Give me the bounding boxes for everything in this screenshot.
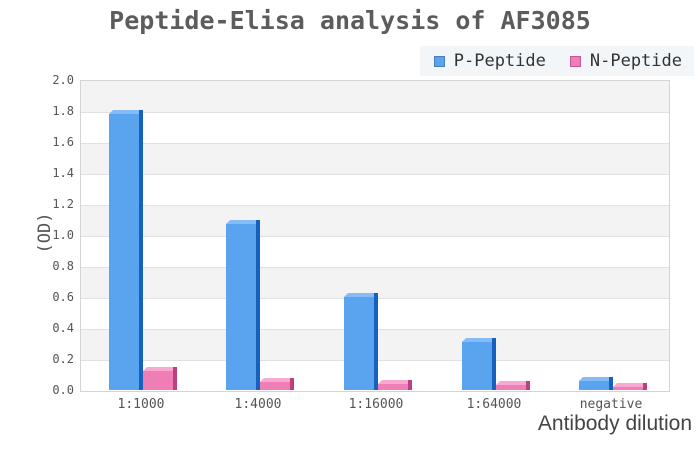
y-tick-label: 1.2: [52, 197, 74, 211]
bar-p-peptide-1:4000: [226, 220, 260, 390]
bar-p-peptide-1:16000-top-face: [344, 293, 378, 297]
y-tick-label: 0.6: [52, 290, 74, 304]
y-tick-label: 2.0: [52, 73, 74, 87]
bar-n-peptide-1:16000: [378, 380, 412, 390]
grid-line: [81, 174, 669, 175]
p-peptide-swatch-icon: [433, 55, 445, 67]
y-tick-label: 1.6: [52, 135, 74, 149]
grid-band: [81, 174, 669, 205]
bar-p-peptide-1:16000: [344, 293, 378, 390]
bar-p-peptide-1:1000-side-face: [139, 110, 143, 390]
y-tick-label: 0.0: [52, 383, 74, 397]
grid-band: [81, 143, 669, 174]
x-axis-title: Antibody dilution: [537, 412, 692, 435]
bar-n-peptide-1:64000-side-face: [526, 381, 530, 390]
bar-p-peptide-1:4000-side-face: [256, 220, 260, 390]
y-tick-label: 0.4: [52, 321, 74, 335]
x-tick-label: 1:64000: [466, 397, 522, 412]
x-tick-label: 1:4000: [234, 397, 282, 412]
legend-item-n-peptide: N-Peptide: [569, 51, 682, 71]
legend-label: N-Peptide: [589, 51, 682, 71]
bar-n-peptide-1:16000-top-face: [378, 380, 412, 384]
grid-band: [81, 205, 669, 236]
legend-item-p-peptide: P-Peptide: [433, 51, 546, 71]
bar-n-peptide-negative: [613, 383, 647, 390]
bar-n-peptide-1:64000-top-face: [496, 381, 530, 385]
bar-p-peptide-negative-top-face: [579, 377, 613, 381]
chart-legend: P-Peptide N-Peptide: [419, 46, 694, 76]
legend-label: P-Peptide: [453, 51, 546, 71]
grid-band: [81, 112, 669, 143]
y-tick-label: 1.8: [52, 104, 74, 118]
grid-line: [81, 267, 669, 268]
bar-p-peptide-1:1000-top-face: [109, 110, 143, 114]
bar-n-peptide-1:16000-side-face: [408, 380, 412, 390]
y-tick-label: 0.8: [52, 259, 74, 273]
grid-band: [81, 236, 669, 267]
bar-n-peptide-1:4000-top-face: [260, 378, 294, 382]
grid-line: [81, 112, 669, 113]
bar-p-peptide-1:64000-top-face: [462, 338, 496, 342]
bar-n-peptide-negative-top-face: [613, 383, 647, 387]
bar-p-peptide-1:16000-side-face: [374, 293, 378, 390]
grid-line: [81, 205, 669, 206]
bar-p-peptide-negative-side-face: [609, 377, 613, 390]
bar-n-peptide-1:1000-top-face: [143, 367, 177, 371]
bar-p-peptide-1:1000: [109, 110, 143, 390]
bar-n-peptide-1:1000-side-face: [173, 367, 177, 390]
grid-line: [81, 143, 669, 144]
bar-p-peptide-1:64000: [462, 338, 496, 390]
x-tick-label: negative: [579, 397, 643, 412]
bar-n-peptide-1:1000: [143, 367, 177, 390]
grid-line: [81, 236, 669, 237]
n-peptide-swatch-icon: [569, 55, 581, 67]
x-tick-label: 1:16000: [348, 397, 404, 412]
bar-n-peptide-negative-side-face: [643, 383, 647, 390]
bar-n-peptide-1:4000-side-face: [290, 378, 294, 390]
bar-p-peptide-negative: [579, 377, 613, 390]
grid-band: [81, 267, 669, 298]
grid-band: [81, 81, 669, 112]
bar-p-peptide-1:4000-top-face: [226, 220, 260, 224]
bar-n-peptide-1:64000: [496, 381, 530, 390]
chart-title: Peptide-Elisa analysis of AF3085: [109, 6, 591, 35]
bar-p-peptide-1:64000-side-face: [492, 338, 496, 390]
bar-n-peptide-1:4000: [260, 378, 294, 390]
y-tick-label: 0.2: [52, 352, 74, 366]
x-tick-label: 1:1000: [117, 397, 165, 412]
y-tick-label: 1.0: [52, 228, 74, 242]
y-tick-label: 1.4: [52, 166, 74, 180]
